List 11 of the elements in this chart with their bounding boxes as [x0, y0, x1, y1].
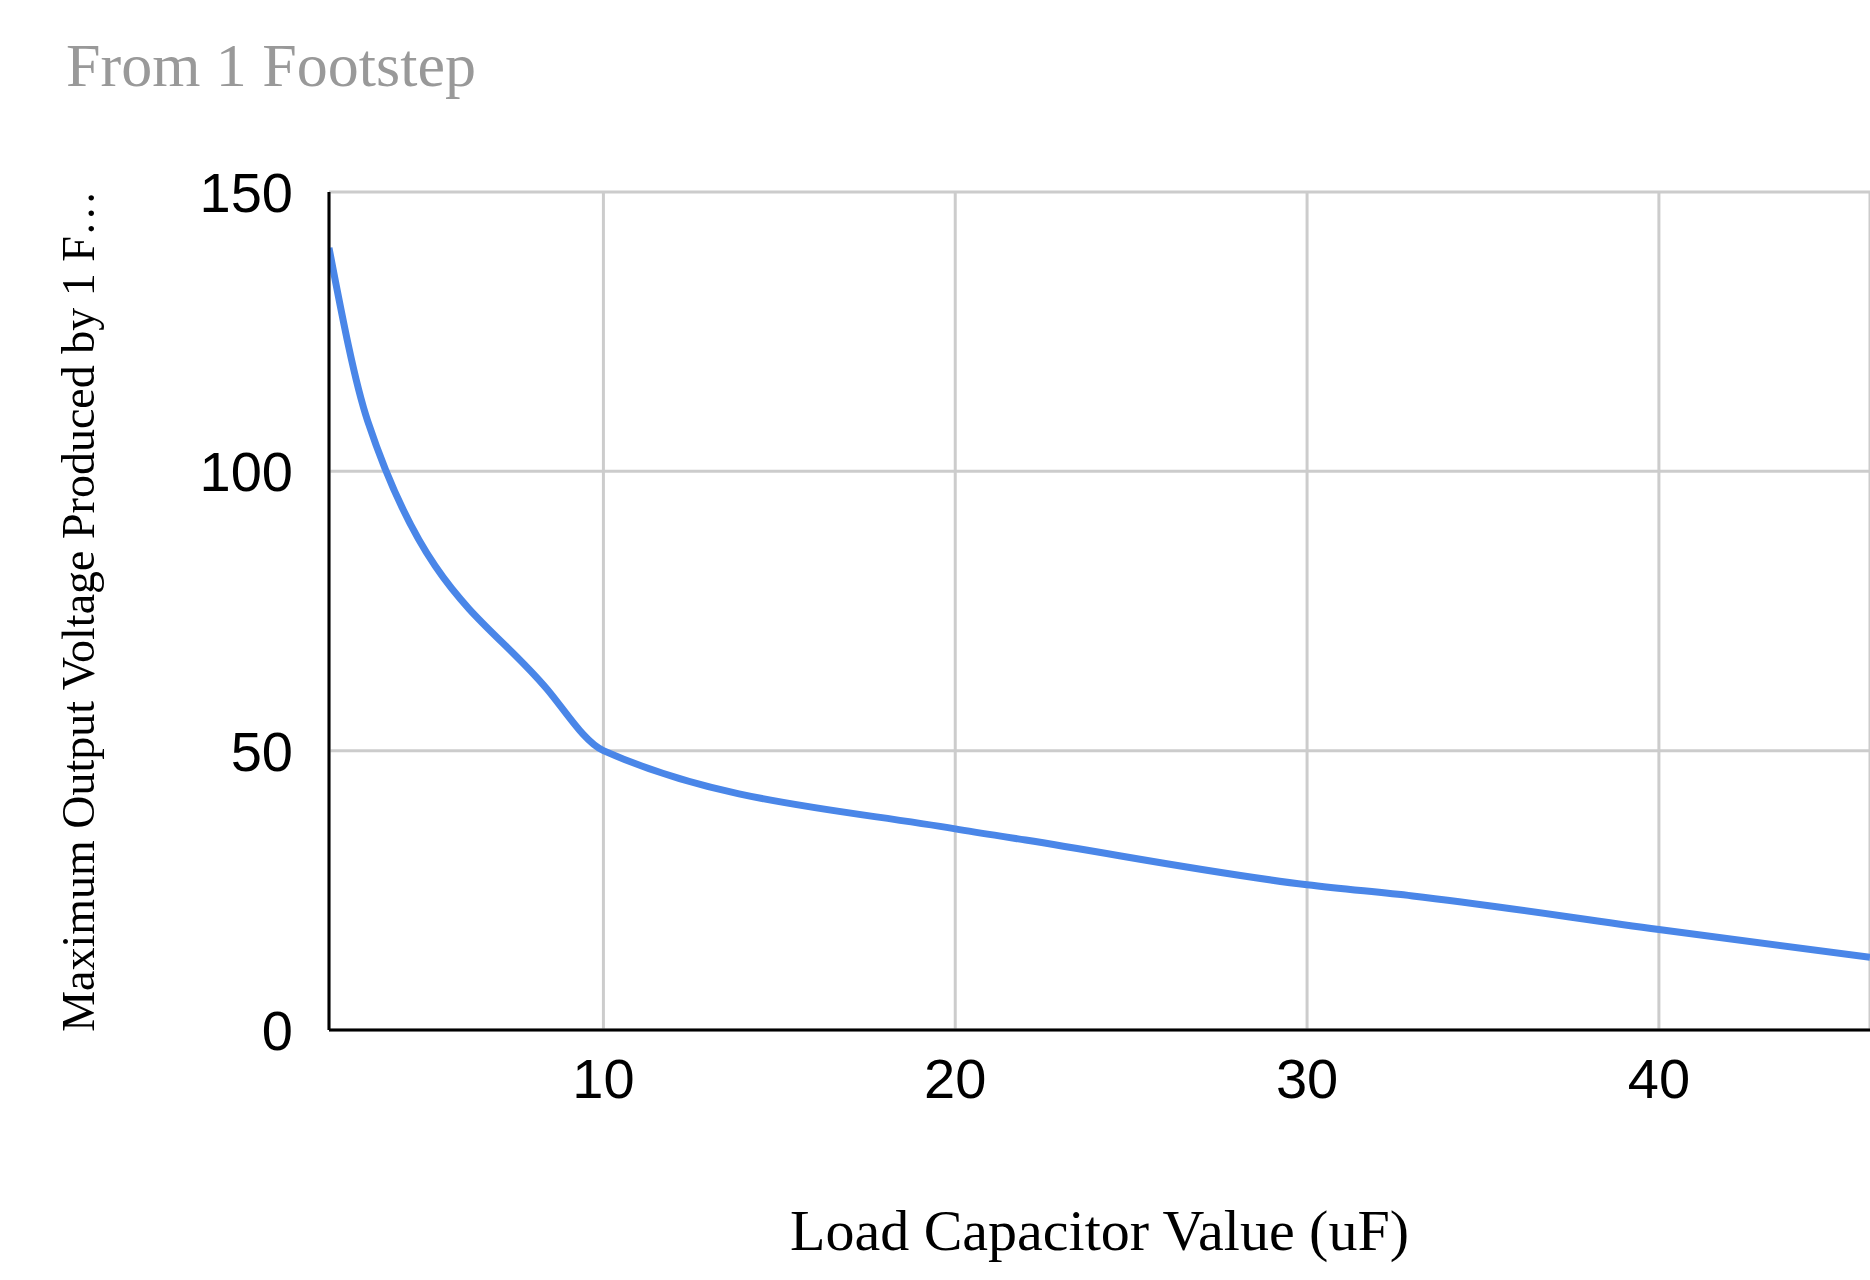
x-axis-title: Load Capacitor Value (uF)	[789, 1198, 1410, 1263]
y-axis-title: Maximum Output Voltage Produced by 1 F…	[53, 190, 105, 1032]
chart-title: From 1 Footstep	[66, 30, 476, 101]
x-tick-label: 30	[1275, 1046, 1339, 1110]
y-tick-label: 0	[261, 998, 293, 1062]
y-tick-label: 100	[199, 440, 293, 504]
y-tick-label: 50	[230, 719, 293, 783]
x-tick-label: 10	[572, 1046, 635, 1110]
x-tick-label: 40	[1627, 1046, 1691, 1110]
y-tick-label: 150	[199, 160, 293, 224]
x-tick-label: 20	[924, 1046, 987, 1110]
